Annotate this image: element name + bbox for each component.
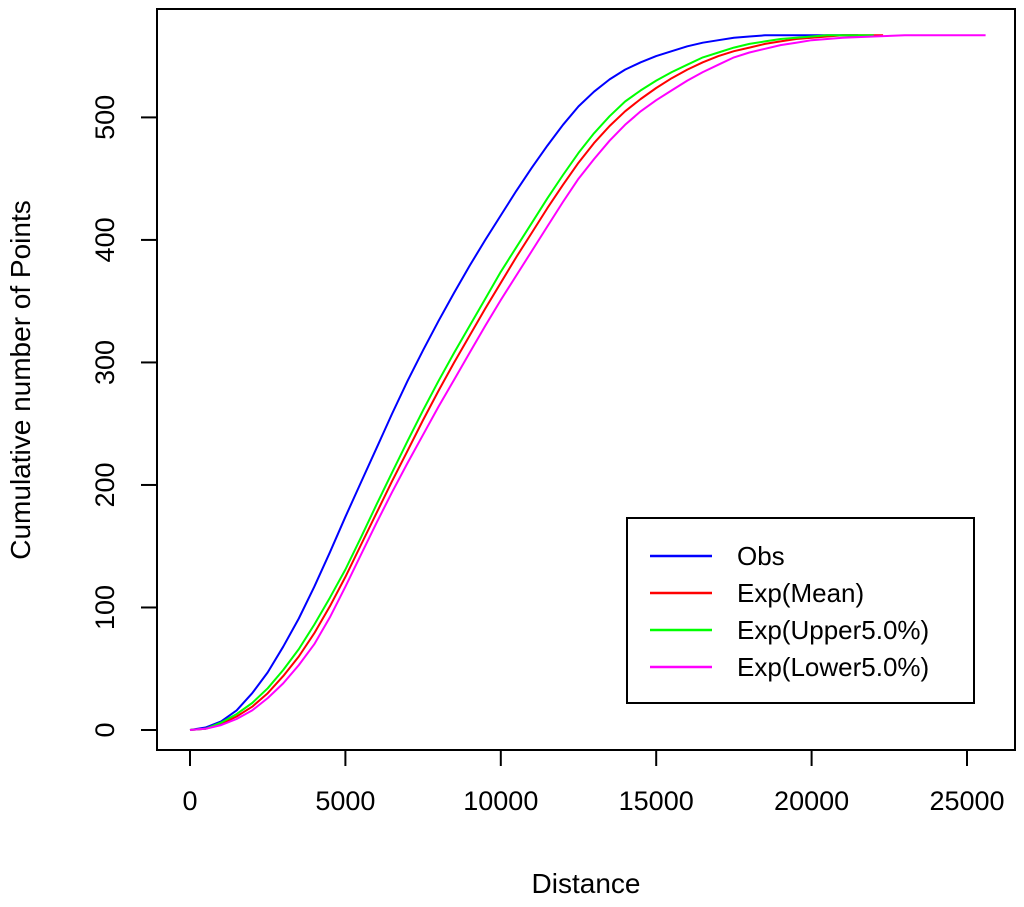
legend-label-obs: Obs — [737, 541, 785, 571]
series-line-obs — [189, 34, 859, 731]
series-line-exp-lower5-0 — [189, 34, 986, 731]
legend-label-exp-upper5-0: Exp(Upper5.0%) — [737, 615, 929, 645]
x-axis-ticks: 0 5000 10000 15000 20000 25000 — [182, 750, 1005, 816]
series-line-exp-mean — [189, 34, 884, 731]
x-tick-label: 15000 — [619, 786, 694, 816]
legend-label-exp-lower5-0: Exp(Lower5.0%) — [737, 652, 929, 682]
y-axis-title: Cumulative number of Points — [5, 200, 36, 560]
y-tick-label: 300 — [90, 340, 120, 385]
legend-label-exp-mean: Exp(Mean) — [737, 578, 864, 608]
x-tick-label: 20000 — [774, 786, 849, 816]
x-tick-label: 0 — [182, 786, 197, 816]
series-lines — [189, 34, 986, 731]
legend-box: Obs Exp(Mean) Exp(Upper5.0%) Exp(Lower5.0%) — [626, 517, 975, 704]
x-axis-title: Distance — [532, 868, 641, 899]
series-line-exp-upper5-0 — [189, 34, 874, 731]
y-tick-label: 500 — [90, 95, 120, 140]
y-tick-label: 200 — [90, 462, 120, 507]
plot-frame — [156, 8, 1016, 751]
x-tick-label: 25000 — [929, 786, 1004, 816]
y-axis-ticks: 0 100 200 300 400 500 — [90, 95, 157, 738]
y-tick-label: 0 — [90, 722, 120, 737]
legend-frame — [626, 517, 975, 704]
x-tick-label: 5000 — [315, 786, 375, 816]
y-tick-label: 100 — [90, 585, 120, 630]
y-tick-label: 400 — [90, 217, 120, 262]
x-tick-label: 10000 — [463, 786, 538, 816]
